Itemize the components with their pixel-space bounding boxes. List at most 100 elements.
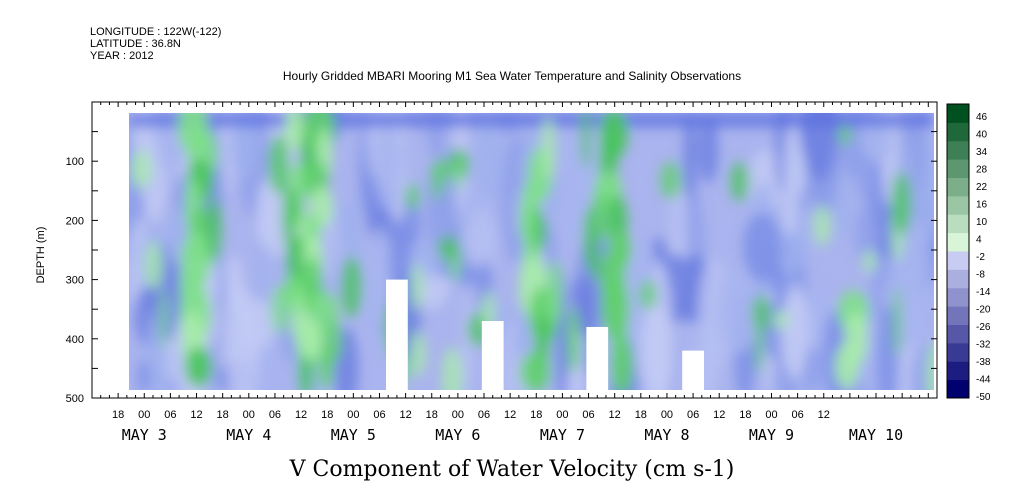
heatmap-cell — [891, 171, 912, 235]
chart-title: Hourly Gridded MBARI Mooring M1 Sea Wate… — [283, 69, 741, 83]
colorbar-label: -32 — [976, 340, 991, 351]
heatmap-cell — [410, 263, 424, 311]
colorbar-swatch — [947, 269, 969, 289]
colorbar: 46 40 34 28 22 16 10 4 -2 -8 -14 -20 -26 -32 -38 -44 -50 — [946, 103, 991, 403]
heatmap-cell — [464, 209, 498, 272]
heatmap-cell — [461, 292, 474, 390]
heatmap-cell — [270, 285, 289, 334]
heatmap-cell — [520, 351, 551, 390]
x-day-labels: MAY 3 MAY 4 MAY 5 MAY 6 MAY 7 MAY 8 MAY 9 MAY 1… — [122, 426, 903, 444]
latitude-label: LATITUDE : 36.8N — [90, 38, 181, 50]
heatmap-cell — [683, 113, 698, 201]
heatmap-cell — [730, 161, 750, 202]
colorbar-label: -26 — [976, 322, 991, 333]
heatmap-cell — [925, 341, 934, 390]
heatmap-cell — [783, 282, 808, 380]
x-hour-label: 06 — [373, 409, 385, 421]
heatmap-cell — [779, 230, 803, 278]
heatmap-cell — [782, 123, 799, 249]
colorbar-swatch — [947, 140, 969, 160]
heatmap-cell — [834, 343, 859, 390]
colorbar-label: -8 — [976, 270, 985, 281]
colorbar-label: -44 — [976, 375, 991, 386]
heatmap-cell — [659, 161, 682, 200]
heatmap-cell — [282, 184, 296, 252]
colorbar-label: 10 — [976, 217, 988, 228]
missing-data-notch — [586, 326, 609, 391]
heatmap-field — [129, 113, 934, 390]
heatmap-cell — [299, 320, 323, 361]
colorbar-swatch — [947, 104, 969, 123]
colorbar-swatch — [947, 122, 969, 142]
chart-caption: V Component of Water Velocity (cm s-1) — [289, 457, 735, 482]
heatmap-cell — [341, 256, 363, 318]
x-hour-label: 18 — [321, 409, 333, 421]
heatmap-cell — [639, 279, 657, 310]
heatmap-cell — [519, 194, 537, 247]
x-hour-label: 18 — [112, 409, 124, 421]
missing-data-notch — [386, 279, 408, 391]
x-hour-label: 00 — [138, 409, 150, 421]
heatmap-cell — [437, 235, 459, 261]
heatmap-cell — [143, 240, 164, 291]
colorbar-swatch — [947, 251, 969, 270]
colorbar-swatch — [947, 324, 969, 344]
heatmap-cell — [205, 197, 223, 263]
x-hour-label: 06 — [582, 409, 594, 421]
heatmap-cell — [912, 113, 927, 196]
heatmap-cell — [453, 161, 463, 191]
y-tick-label: 400 — [66, 334, 84, 346]
heatmap-cell — [876, 305, 899, 390]
colorbar-swatch — [947, 214, 969, 234]
x-hour-label: 00 — [661, 409, 673, 421]
plot-area — [91, 101, 938, 399]
colorbar-swatch — [947, 177, 969, 197]
x-hour-label: 06 — [687, 409, 699, 421]
heatmap-cell — [802, 346, 823, 390]
colorbar-swatch — [947, 232, 969, 252]
heatmap-cell — [699, 114, 719, 184]
colorbar-label: 22 — [976, 182, 988, 193]
colorbar-label: -20 — [976, 305, 991, 316]
heatmap-cell — [321, 320, 343, 364]
x-hour-label: 12 — [295, 409, 307, 421]
heatmap-cell — [755, 322, 764, 374]
y-tick-label: 300 — [66, 275, 84, 287]
heatmap-cell — [862, 250, 877, 273]
heatmap-cell — [566, 306, 581, 374]
y-axis-ticks — [92, 101, 937, 399]
heatmap-cell — [268, 134, 290, 195]
heatmap-cell — [474, 116, 504, 199]
heatmap-cell — [431, 165, 443, 201]
x-hour-label: 18 — [739, 409, 751, 421]
missing-data-masks — [386, 279, 704, 391]
colorbar-label: -14 — [976, 287, 991, 298]
x-hour-label: 12 — [713, 409, 725, 421]
heatmap-cell — [156, 113, 186, 173]
x-hour-label: 12 — [399, 409, 411, 421]
y-axis-labels: 100 200 300 400 500 — [66, 156, 84, 405]
x-hour-label: 00 — [347, 409, 359, 421]
heatmap-cell — [836, 171, 853, 243]
heatmap-cell — [441, 346, 463, 390]
y-tick-label: 200 — [66, 215, 84, 227]
colorbar-label: -2 — [976, 252, 985, 263]
heatmap-cell — [773, 309, 790, 331]
heatmap-cell — [137, 358, 150, 390]
heatmap-cell — [752, 294, 771, 333]
x-day-label: MAY 4 — [226, 426, 271, 444]
heatmap-cell — [231, 113, 258, 182]
heatmap-cell — [742, 213, 782, 282]
x-day-label: MAY 6 — [435, 426, 480, 444]
colorbar-label: -50 — [976, 392, 991, 403]
colorbar-swatch — [947, 287, 969, 307]
x-hour-label: 18 — [217, 409, 229, 421]
x-day-label: MAY 5 — [331, 426, 376, 444]
year-label: YEAR : 2012 — [90, 50, 154, 62]
heatmap-cell — [374, 124, 402, 211]
x-hour-label: 00 — [452, 409, 464, 421]
heatmap-cell — [285, 113, 304, 151]
heatmap-cell — [801, 113, 838, 181]
colorbar-label: 16 — [976, 200, 988, 211]
x-hour-label: 06 — [791, 409, 803, 421]
